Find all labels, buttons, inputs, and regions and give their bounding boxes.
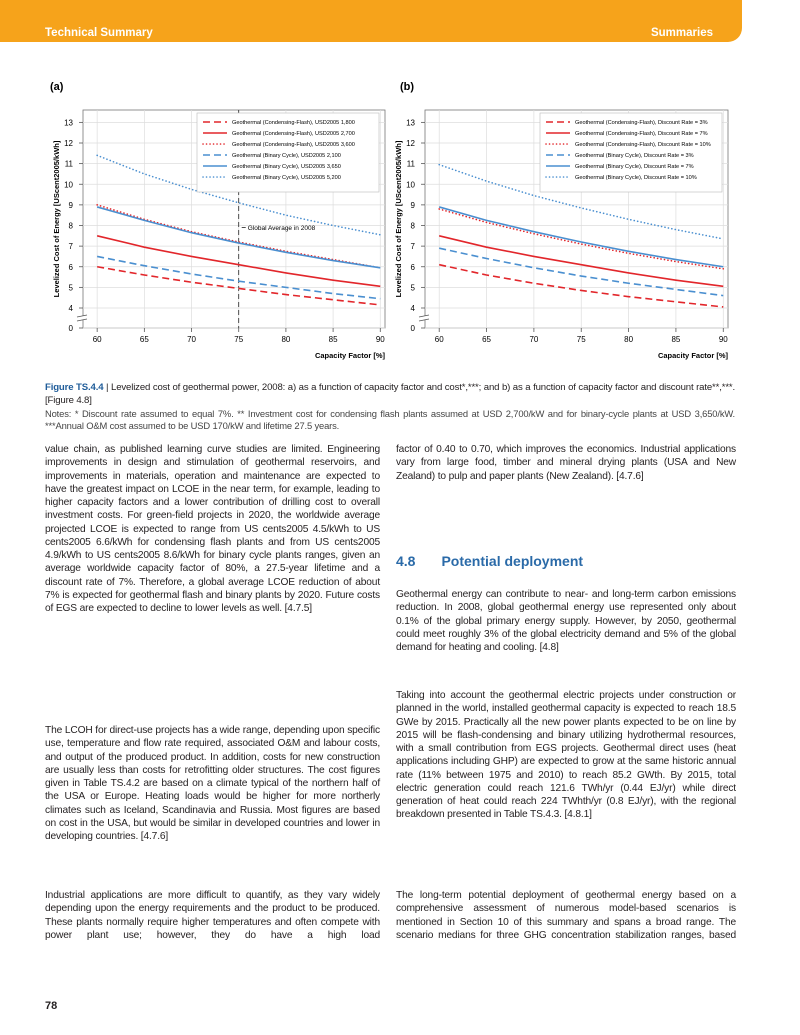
header-right: Summaries xyxy=(650,27,713,39)
series-line xyxy=(439,235,724,288)
y-tick-label: 5 xyxy=(411,283,416,292)
notes: Notes: * Discount rate assumed to equal … xyxy=(45,408,735,431)
series-line xyxy=(439,247,724,297)
legend-label: Geothermal (Condensing-Flash), USD2005 2… xyxy=(232,131,355,137)
x-tick-label: 60 xyxy=(93,335,102,344)
y-tick-label: 10 xyxy=(406,180,415,189)
y-tick-label: 12 xyxy=(64,139,73,148)
page-number: 78 xyxy=(45,1000,58,1012)
header-left: Technical Summary xyxy=(45,27,153,39)
legend-label: Geothermal (Condensing-Flash), USD2005 1… xyxy=(232,120,355,126)
series-line xyxy=(439,263,724,308)
legend-label: Geothermal (Binary Cycle), Discount Rate… xyxy=(575,153,694,159)
series-line xyxy=(438,163,725,240)
section-number: 4.8 xyxy=(396,553,416,569)
y-tick-label: 8 xyxy=(69,222,74,231)
y-tick-label: 8 xyxy=(411,222,416,231)
y-tick-label: 6 xyxy=(69,263,74,272)
paragraph: factor of 0.40 to 0.70, which improves t… xyxy=(396,444,736,482)
y-tick-label: 6 xyxy=(411,263,416,272)
header-bar xyxy=(0,0,742,42)
y-tick-label: 0 xyxy=(411,324,416,333)
y-tick-label: 13 xyxy=(64,118,73,127)
y-axis-label: Levelized Cost of Energy [UScent2005/kWh… xyxy=(52,140,61,297)
paragraph: The LCOH for direct-use projects has a w… xyxy=(45,725,380,842)
x-tick-label: 70 xyxy=(187,335,196,344)
legend-box xyxy=(539,112,723,193)
x-axis-label: Capacity Factor [%] xyxy=(315,351,386,360)
y-tick-label: 9 xyxy=(411,201,416,210)
legend-label: Geothermal (Binary Cycle), USD2005 3,650 xyxy=(232,164,341,170)
y-tick-label: 12 xyxy=(406,139,415,148)
axis-break xyxy=(420,316,428,320)
series-line xyxy=(438,208,725,270)
x-tick-label: 75 xyxy=(577,335,586,344)
paragraph: Industrial applications are more difficu… xyxy=(45,890,380,941)
x-tick-label: 60 xyxy=(435,335,444,344)
y-tick-label: 7 xyxy=(411,242,416,251)
x-tick-label: 80 xyxy=(624,335,633,344)
paragraph: The long-term potential deployment of ge… xyxy=(396,890,736,941)
series-line xyxy=(96,206,381,269)
paragraph: Taking into account the geothermal elect… xyxy=(396,690,736,821)
legend-label: Geothermal (Condensing-Flash), USD2005 3… xyxy=(232,142,355,148)
y-tick-label: 11 xyxy=(407,160,416,169)
axis-break-mark xyxy=(418,314,430,318)
x-tick-label: 85 xyxy=(671,335,680,344)
legend-label: Geothermal (Binary Cycle), Discount Rate… xyxy=(575,164,694,170)
legend-box xyxy=(196,112,380,193)
series-line xyxy=(438,206,724,268)
y-tick-label: 13 xyxy=(406,118,415,127)
x-tick-label: 65 xyxy=(140,335,149,344)
legend-label: Geothermal (Binary Cycle), USD2005 2,100 xyxy=(232,153,341,159)
caption: Figure TS.4.4 | Levelized cost of geothe… xyxy=(45,381,735,408)
section-heading: 4.8 Potential deployment xyxy=(396,553,583,569)
x-tick-label: 85 xyxy=(329,335,338,344)
y-tick-label: 4 xyxy=(411,304,416,313)
legend-label: Geothermal (Condensing-Flash), Discount … xyxy=(575,131,708,137)
y-tick-label: 5 xyxy=(69,283,74,292)
axis-break xyxy=(78,316,86,320)
y-tick-label: 11 xyxy=(65,160,74,169)
legend-label: Geothermal (Condensing-Flash), Discount … xyxy=(575,142,711,148)
legend-label: Geothermal (Condensing-Flash), Discount … xyxy=(575,120,708,126)
x-tick-label: 90 xyxy=(719,335,728,344)
series-line xyxy=(96,235,381,288)
axis-break-mark xyxy=(76,314,88,318)
paragraph: Geothermal energy can contribute to near… xyxy=(396,589,736,653)
legend-label: Geothermal (Binary Cycle), Discount Rate… xyxy=(575,175,697,181)
axis-break-mark xyxy=(418,318,430,322)
x-tick-label: 70 xyxy=(529,335,538,344)
y-tick-label: 9 xyxy=(69,201,74,210)
caption-label: Figure TS.4.4 xyxy=(45,382,104,393)
x-tick-label: 75 xyxy=(234,335,243,344)
section-title: Potential deployment xyxy=(441,553,584,569)
series-line xyxy=(97,255,381,300)
y-tick-label: 10 xyxy=(64,180,73,189)
y-tick-label: 4 xyxy=(69,304,74,313)
x-tick-label: 65 xyxy=(482,335,491,344)
legend-label: Geothermal (Binary Cycle), USD2005 5,200 xyxy=(232,175,341,181)
axis-break-mark xyxy=(76,318,88,322)
caption-text: | Levelized cost of geothermal power, 20… xyxy=(45,382,736,407)
panel-label: (b) xyxy=(400,81,414,93)
x-tick-label: 80 xyxy=(281,335,290,344)
paragraph: value chain, as published learning curve… xyxy=(45,444,380,614)
x-axis-label: Capacity Factor [%] xyxy=(658,351,729,360)
series-line xyxy=(96,204,382,269)
panel-label: (a) xyxy=(50,81,64,93)
annotation-text: Global Average in 2008 xyxy=(248,225,316,232)
y-tick-label: 7 xyxy=(69,242,74,251)
x-tick-label: 90 xyxy=(376,335,385,344)
series-line xyxy=(97,265,381,306)
y-tick-label: 0 xyxy=(69,324,74,333)
y-axis-label: Levelized Cost of Energy [UScent2005/kWh… xyxy=(394,140,403,297)
